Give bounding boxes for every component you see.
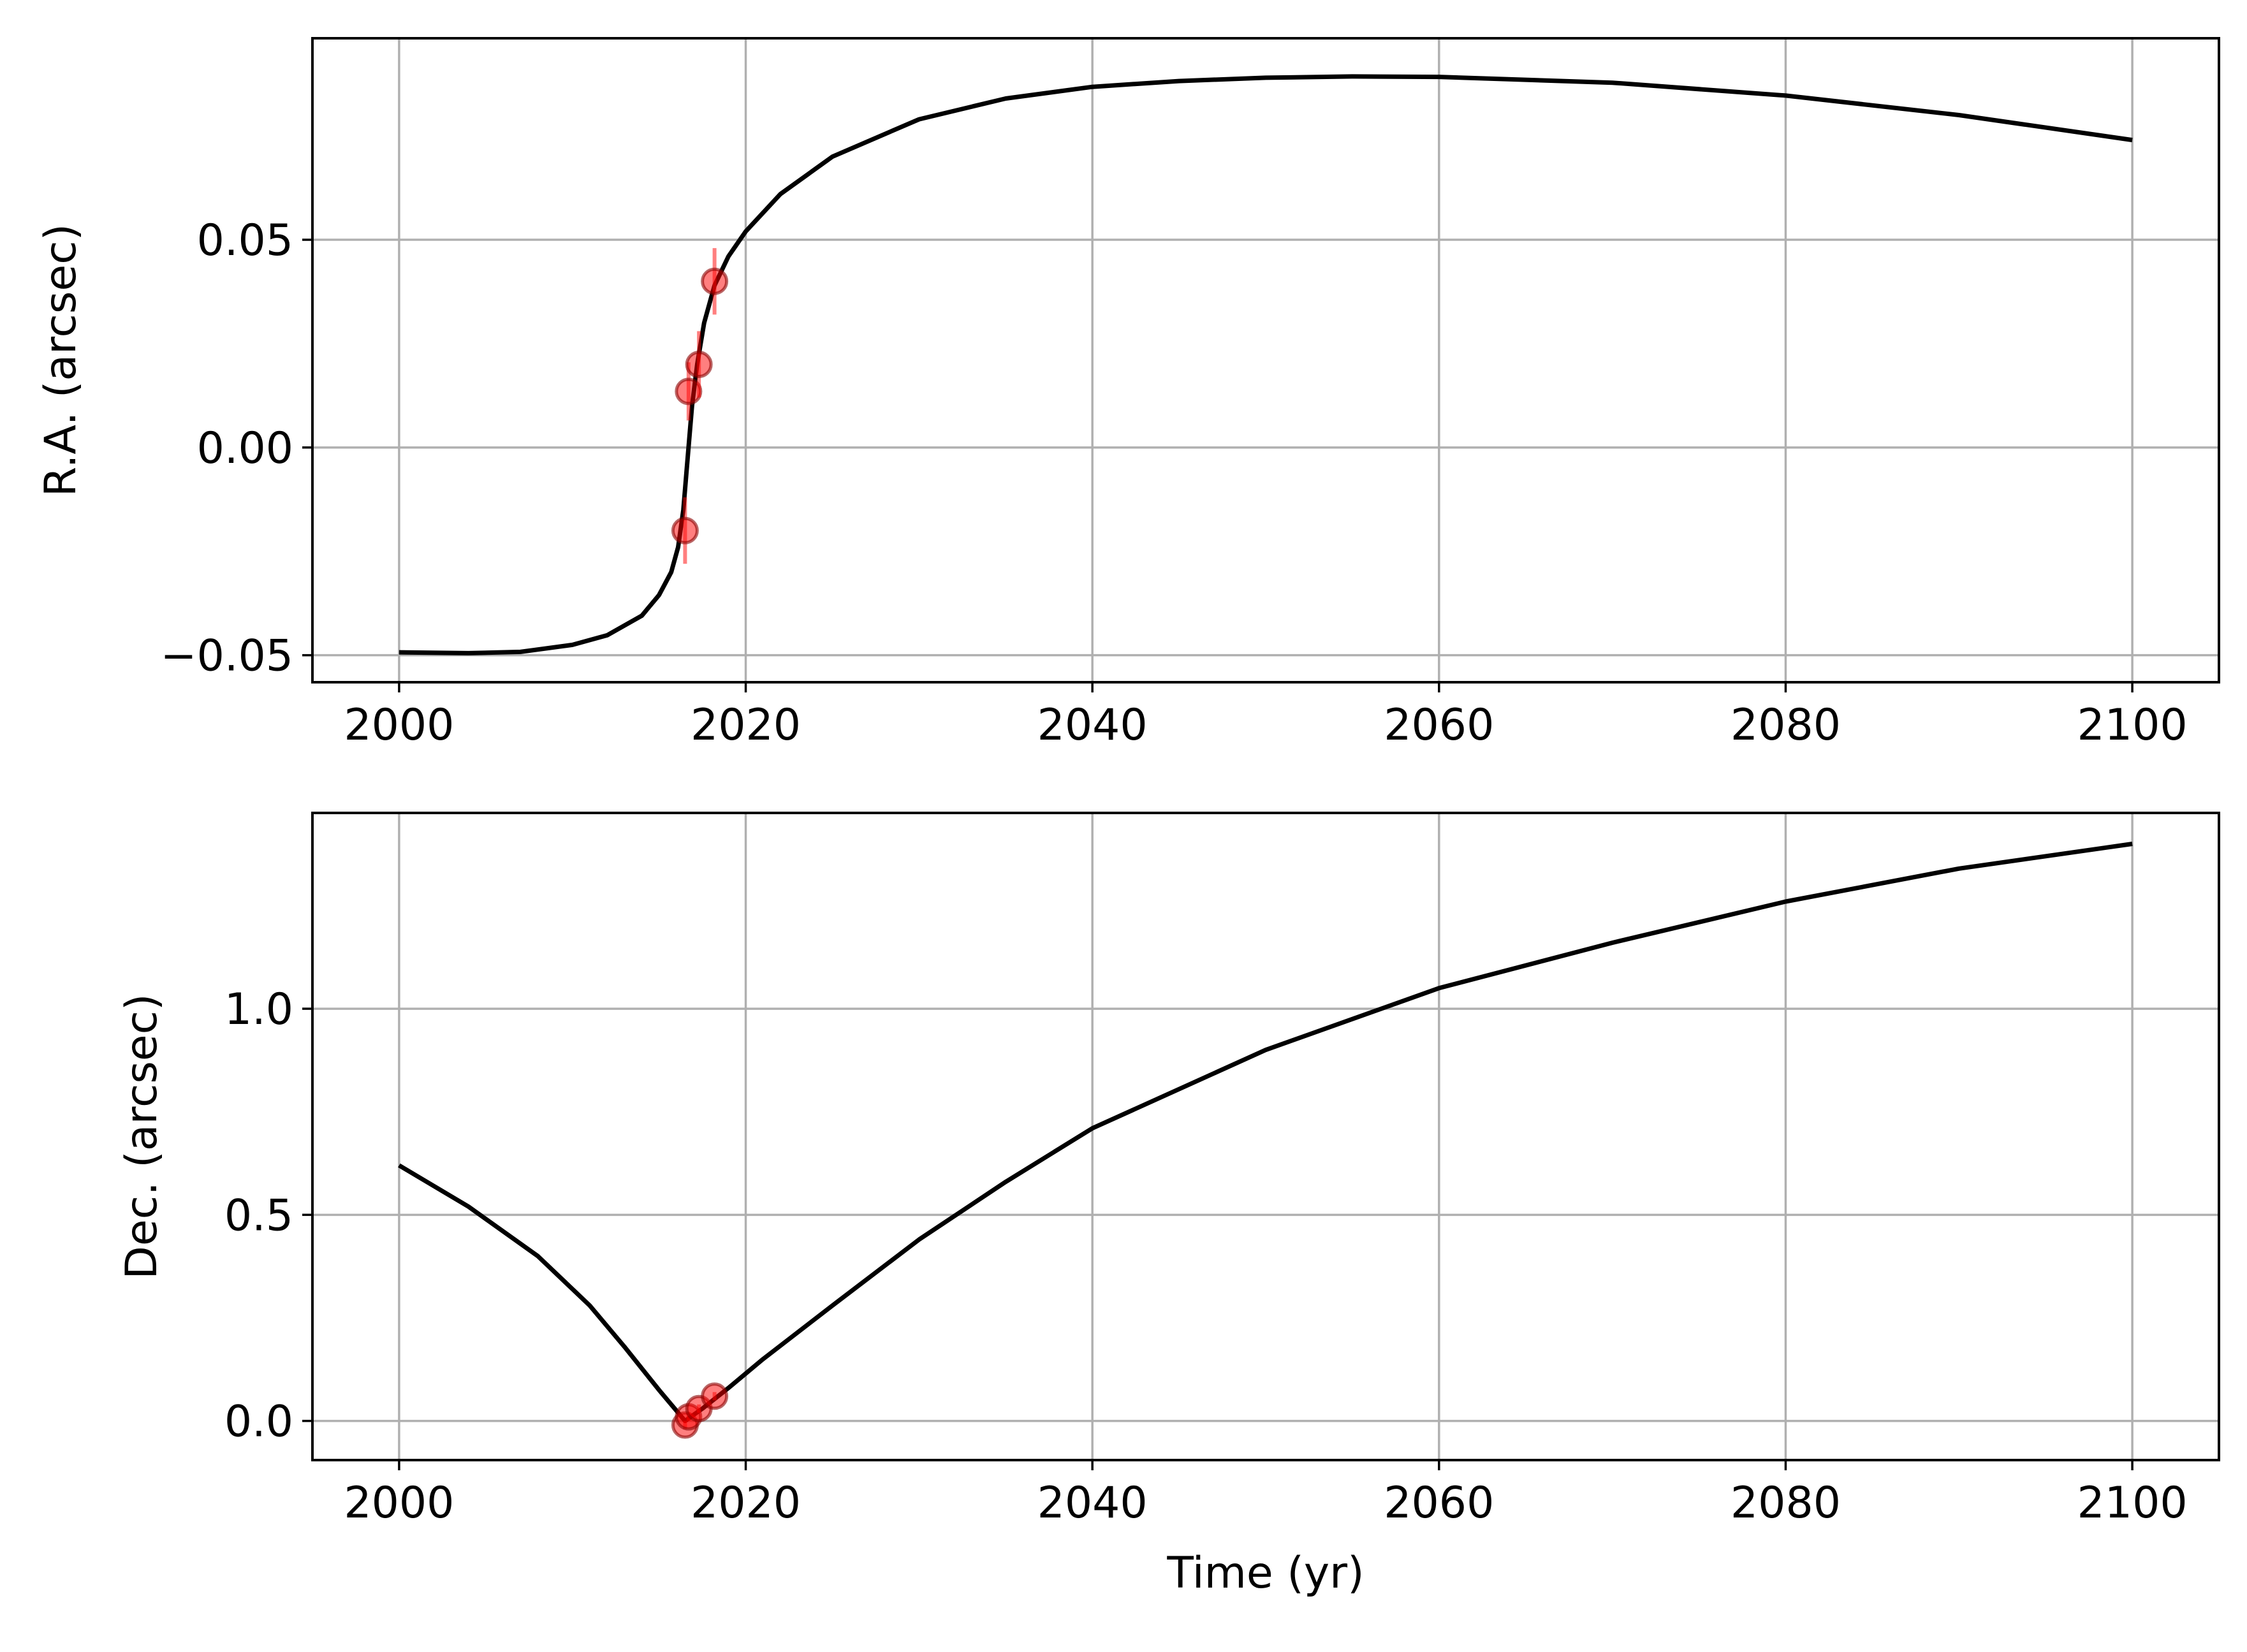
dec-x-tick-label: 2080 [1731,1478,1841,1528]
dec-panel: 2000 2020 2040 2060 2080 2100 0.0 0.5 1.0 Time (… [117,812,2220,1598]
ra-axes-frame [311,37,2220,683]
dec-model-curve [398,842,2133,1424]
dec-x-axis-label: Time (yr) [1166,1548,1364,1598]
ra-x-tick-label: 2060 [1384,700,1494,750]
ra-ticks: 2000 2020 2040 2060 2080 2100 −0.05 0.00 0.05 [161,216,2188,750]
ra-data-point [685,351,713,379]
dec-x-tick-label: 2040 [1037,1478,1148,1528]
dec-data-point [701,1382,729,1410]
ra-observations [671,248,729,564]
ra-x-tick-label: 2080 [1731,700,1841,750]
dec-x-tick-label: 2100 [2077,1478,2188,1528]
ra-y-tick-label: 0.05 [197,216,293,266]
dec-x-tick-label: 2060 [1384,1478,1494,1528]
ra-y-tick-label: −0.05 [161,631,293,682]
ra-x-tick-label: 2040 [1037,700,1148,750]
dec-y-tick-label: 1.0 [224,984,293,1035]
dec-observations [671,1382,729,1439]
ra-data-point [675,377,703,406]
ra-x-tick-label: 2000 [344,700,454,750]
ra-grid [312,38,2219,682]
dec-ticks: 2000 2020 2040 2060 2080 2100 0.0 0.5 1.0 [224,984,2188,1528]
ra-data-point [701,267,729,295]
dec-y-axis-label: Dec. (arcsec) [117,993,167,1279]
dec-x-tick-label: 2020 [691,1478,801,1528]
ra-y-axis-label: R.A. (arcsec) [36,224,86,497]
ra-y-tick-label: 0.00 [197,423,293,474]
dec-y-tick-label: 0.5 [224,1190,293,1241]
dec-x-tick-label: 2000 [344,1478,454,1528]
dec-model-line [398,842,2133,1424]
ra-x-tick-label: 2100 [2077,700,2188,750]
dec-y-tick-label: 0.0 [224,1397,293,1447]
ra-x-tick-label: 2020 [691,700,801,750]
dec-axes-frame [311,812,2220,1461]
ra-panel: 2000 2020 2040 2060 2080 2100 −0.05 0.00 0.05 R.… [36,37,2220,750]
ra-data-point [671,516,699,545]
dec-grid [312,813,2219,1460]
